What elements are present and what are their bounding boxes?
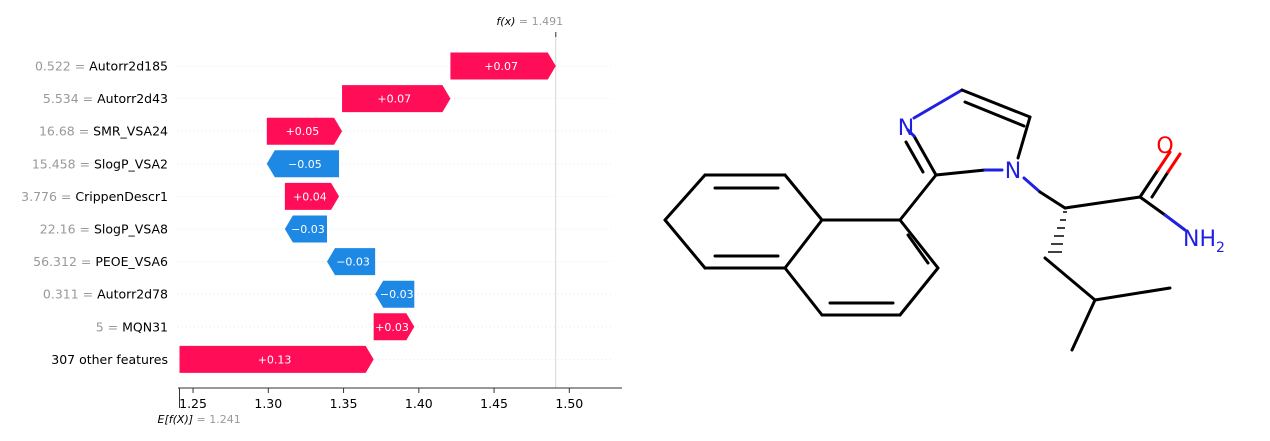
feature-name: SlogP_VSA2 (94, 156, 168, 171)
contribution-bar-label: +0.07 (377, 93, 411, 106)
feature-label: 15.458 = SlogP_VSA2 (32, 156, 168, 171)
x-axis-ticks: 1.25 1.30 1.35 1.40 1.45 1.50 (179, 388, 583, 411)
feature-label: 22.16 = SlogP_VSA8 (40, 222, 168, 237)
contribution-bar (327, 248, 376, 276)
feature-value: 5 = (96, 319, 122, 334)
feature-label: 0.311 = Autorr2d78 (43, 287, 168, 302)
feature-label: 5.534 = Autorr2d43 (43, 91, 168, 106)
output-value-text: = 1.491 (519, 15, 563, 28)
feature-value: 0.311 = (43, 287, 97, 302)
feature-value: 5.534 = (43, 91, 97, 106)
contribution-bar (284, 182, 340, 210)
contribution-bar (179, 345, 374, 373)
x-tick-label: 1.45 (480, 396, 508, 411)
naphthalene-ring (663, 173, 940, 317)
feature-label: 56.312 = PEOE_VSA6 (33, 254, 168, 269)
feature-label: 307 other features (51, 352, 168, 367)
x-tick-label: 1.35 (330, 396, 358, 411)
feature-value: 16.68 = (39, 124, 93, 139)
feature-label: 0.522 = Autorr2d185 (35, 59, 168, 74)
side-chain (1043, 150, 1187, 352)
contribution-bar-label: +0.05 (286, 125, 320, 138)
feature-label: 5 = MQN31 (96, 319, 168, 334)
atom-label-nh2: NH2 (1183, 227, 1225, 256)
atom-label-o: O (1156, 134, 1173, 159)
atom-label-n2: N (1005, 159, 1021, 184)
feature-name: SlogP_VSA8 (94, 222, 168, 237)
base-value-prefix: E[f(X)] (158, 413, 194, 426)
contribution-bar (342, 85, 451, 113)
contribution-bar (450, 52, 556, 80)
feature-value: 15.458 = (32, 156, 94, 171)
x-tick-label: 1.25 (179, 396, 207, 411)
contribution-bars (179, 52, 556, 373)
contribution-bar (266, 150, 340, 178)
atom-label-nh2-subscript: 2 (1216, 240, 1225, 256)
contribution-bar-label: +0.07 (484, 60, 518, 73)
contribution-bar-label: +0.03 (375, 321, 409, 334)
contribution-bar (284, 215, 328, 243)
base-value-text: = 1.241 (197, 413, 241, 426)
contribution-bar-label: −0.03 (291, 223, 325, 236)
output-value-label: f(x) = 1.491 (496, 15, 563, 28)
feature-value: 22.16 = (40, 222, 94, 237)
imidazole-ring (904, 88, 1067, 210)
output-value-prefix: f(x) (496, 15, 515, 28)
x-axis (178, 32, 622, 408)
stereo-hash-bond (1048, 211, 1067, 253)
feature-label: 16.68 = SMR_VSA24 (39, 124, 168, 139)
feature-value: 0.522 = (35, 59, 89, 74)
base-value-label: E[f(X)] = 1.241 (158, 413, 241, 426)
contribution-bar-label: −0.05 (288, 158, 322, 171)
shap-waterfall-chart: +0.07 +0.07 +0.05 −0.05 +0.04 −0.03 −0.03 −0.03… (21, 15, 622, 426)
feature-name: SMR_VSA24 (93, 124, 168, 139)
contribution-labels: +0.07 +0.07 +0.05 −0.05 +0.04 −0.03 −0.03 −0.03… (258, 60, 518, 366)
feature-name: Autorr2d78 (97, 287, 168, 302)
contribution-bar-label: −0.03 (380, 288, 414, 301)
x-tick-label: 1.30 (254, 396, 282, 411)
feature-label: 3.776 = CrippenDescr1 (21, 189, 168, 204)
feature-name: 307 other features (51, 352, 168, 367)
contribution-bar-label: +0.13 (258, 353, 292, 366)
feature-name: Autorr2d43 (97, 91, 168, 106)
molecule-structure: N N O NH2 (663, 88, 1225, 352)
x-tick-label: 1.50 (555, 396, 583, 411)
feature-value: 56.312 = (33, 254, 95, 269)
contribution-bar (266, 117, 343, 145)
atom-label-n1: N (898, 116, 914, 141)
feature-name: PEOE_VSA6 (95, 254, 168, 269)
feature-labels: 0.522 = Autorr2d185 5.534 = Autorr2d43 16.… (21, 59, 168, 367)
feature-name: CrippenDescr1 (75, 189, 168, 204)
atom-label-nh: NH (1183, 227, 1216, 252)
feature-value: 3.776 = (21, 189, 75, 204)
contribution-bar-label: −0.03 (336, 256, 370, 269)
contribution-bar (375, 280, 415, 308)
contribution-bar-label: +0.04 (293, 190, 327, 203)
contribution-bar (373, 313, 415, 341)
x-tick-label: 1.40 (405, 396, 433, 411)
feature-name: Autorr2d185 (89, 59, 168, 74)
feature-name: MQN31 (122, 319, 168, 334)
